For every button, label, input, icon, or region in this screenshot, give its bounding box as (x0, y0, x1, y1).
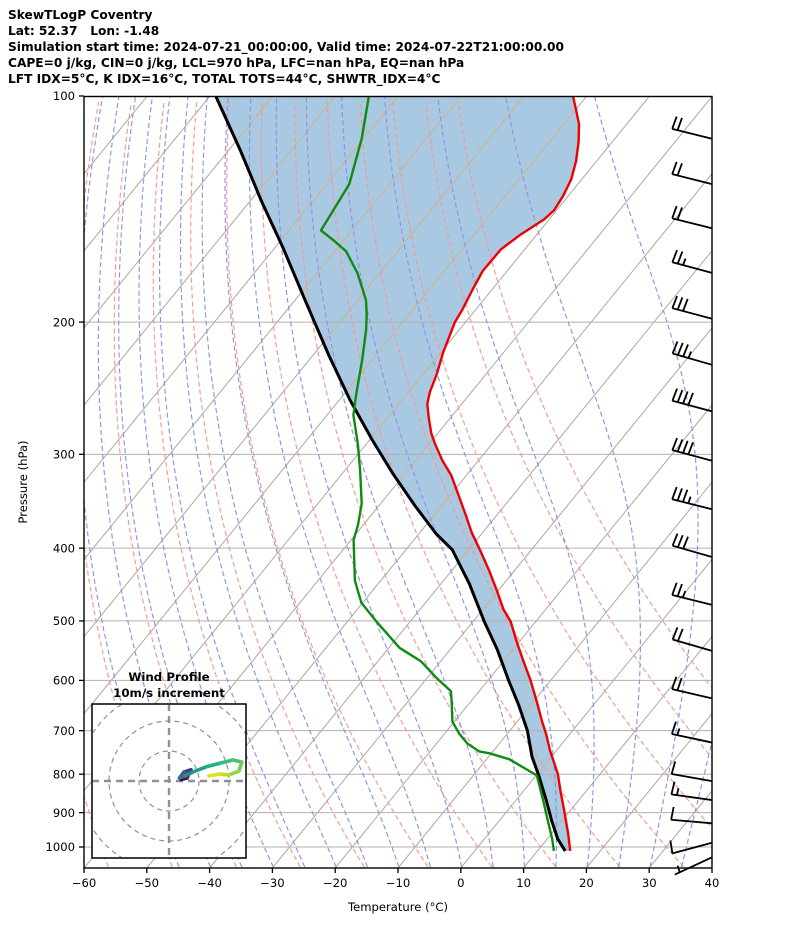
wind-barb (671, 582, 713, 606)
x-tick-label: −20 (323, 876, 347, 890)
wind-barb (670, 806, 713, 825)
y-tick-label: 800 (53, 767, 75, 781)
hodograph-title: Wind Profile (128, 670, 209, 684)
dewpoint-curve (319, 96, 556, 852)
y-axis-label: Pressure (hPa) (16, 440, 30, 523)
x-tick-label: 30 (642, 876, 657, 890)
y-tick-label: 400 (53, 541, 75, 555)
y-tick-label: 700 (53, 724, 75, 738)
temperature-curve (426, 96, 581, 852)
wind-barb (671, 161, 713, 185)
wind-barb (671, 437, 713, 462)
moist-adiabat-lines (84, 96, 712, 868)
cape-cin-line: CAPE=0 j/kg, CIN=0 j/kg, LCL=970 hPa, LF… (8, 56, 464, 70)
y-tick-label: 900 (53, 806, 75, 820)
x-tick-label: −50 (135, 876, 159, 890)
x-tick-label: −10 (386, 876, 410, 890)
hodograph-inset: Wind Profile 10m/s increment (91, 670, 247, 859)
x-tick-label: 40 (705, 876, 720, 890)
x-tick-label: −60 (72, 876, 96, 890)
wind-barb (671, 721, 713, 744)
simulation-time-line: Simulation start time: 2024-07-21_00:00:… (8, 40, 564, 55)
wind-barb (671, 249, 713, 274)
wind-barb (671, 627, 713, 652)
y-tick-label: 600 (53, 674, 75, 688)
x-tick-label: 10 (516, 876, 531, 890)
parcel-curve (214, 96, 567, 852)
hodograph-subtitle: 10m/s increment (113, 686, 225, 700)
wind-barb (671, 533, 713, 558)
wind-barb (671, 388, 713, 413)
header-block: SkewTLogP Coventry Lat: 52.37 Lon: -1.48… (8, 8, 564, 87)
hodograph-ring (138, 750, 200, 812)
x-tick-label: 20 (579, 876, 594, 890)
x-tick-label: −30 (260, 876, 284, 890)
wind-barb (670, 781, 713, 801)
wind-barb (669, 840, 713, 855)
x-tick-label: 0 (457, 876, 464, 890)
x-axis-ticks: −60 −50 −40 −30 −20 −10 0 10 20 30 40 (72, 868, 720, 890)
wind-barb (671, 295, 713, 320)
hodograph-content (92, 704, 246, 858)
wind-barb (671, 676, 713, 700)
indices-line: LFT IDX=5°C, K IDX=16°C, TOTAL TOTS=44°C… (8, 72, 440, 87)
x-axis-label: Temperature (°C) (347, 900, 448, 914)
latlon-line: Lat: 52.37 Lon: -1.48 (8, 24, 159, 38)
wind-barb (674, 856, 713, 876)
wind-barb (671, 116, 713, 140)
x-tick-label: −40 (197, 876, 221, 890)
y-tick-label: 100 (53, 89, 75, 103)
y-tick-label: 1000 (45, 840, 75, 854)
y-tick-label: 500 (53, 614, 75, 628)
wind-barb (671, 205, 713, 230)
wind-barb (671, 341, 713, 366)
wind-barb (670, 761, 713, 782)
y-tick-label: 300 (53, 448, 75, 462)
wind-barb (671, 486, 713, 511)
y-axis-ticks: 100 200 300 400 500 600 700 800 900 1000 (45, 89, 84, 854)
hodograph-box-frame (91, 703, 247, 859)
chart-title: SkewTLogP Coventry (8, 8, 152, 22)
y-tick-label: 200 (53, 315, 75, 329)
wind-barbs (669, 116, 713, 876)
